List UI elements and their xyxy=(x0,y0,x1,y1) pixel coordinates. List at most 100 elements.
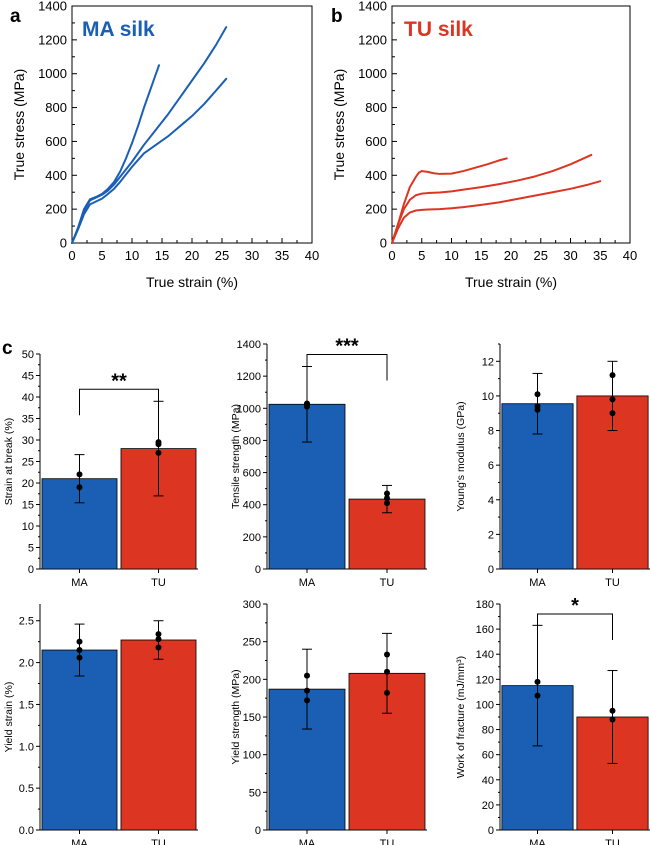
y-tick-label: 60 xyxy=(482,750,494,762)
y-tick-label: 2.0 xyxy=(19,658,34,670)
x-tick-label: TU xyxy=(605,838,620,845)
y-tick-label: 250 xyxy=(243,637,261,649)
y-tick-label: 150 xyxy=(243,712,261,724)
x-tick-label: 10 xyxy=(125,248,139,263)
data-point xyxy=(534,403,541,410)
y-tick-label: 200 xyxy=(243,532,261,544)
x-axis-label: True strain (%) xyxy=(146,274,238,290)
data-point xyxy=(76,654,83,661)
y-tick-label: 35 xyxy=(22,414,34,426)
y-tick-label: 1400 xyxy=(358,0,387,14)
data-point xyxy=(534,692,541,699)
y-tick-label: 40 xyxy=(22,392,34,404)
x-tick-label: 25 xyxy=(534,248,548,263)
x-tick-label: TU xyxy=(151,577,166,589)
x-tick-label: 10 xyxy=(444,248,458,263)
x-tick-label: 15 xyxy=(155,248,169,263)
y-tick-label: 200 xyxy=(243,674,261,686)
x-tick-label: MA xyxy=(299,577,316,589)
y-tick-label: 0 xyxy=(380,236,387,251)
y-axis-label: True stress (MPa) xyxy=(331,69,347,181)
y-tick-label: 600 xyxy=(45,134,67,149)
y-tick-label: 25 xyxy=(22,457,34,469)
data-point xyxy=(534,678,541,685)
y-tick-label: 50 xyxy=(249,787,261,799)
x-tick-label: 15 xyxy=(474,248,488,263)
y-tick-label: 6 xyxy=(488,460,494,472)
y-tick-label: 45 xyxy=(22,371,34,383)
x-tick-label: 20 xyxy=(185,248,199,263)
y-tick-label: 0 xyxy=(60,236,67,251)
y-tick-label: 0 xyxy=(255,564,261,576)
plot-frame xyxy=(391,5,631,244)
panel-title: MA silk xyxy=(82,18,155,41)
y-tick-label: 10 xyxy=(482,391,494,403)
data-point xyxy=(304,672,310,679)
bar-panel-1: 0 5 10 15 20 25 30 35 40 45 50 Strain at break (%) M… xyxy=(2,338,198,589)
x-tick-label: 40 xyxy=(305,248,319,263)
x-tick-label: 0 xyxy=(68,248,75,263)
y-tick-label: 800 xyxy=(45,100,67,115)
bar-TU xyxy=(120,639,197,831)
y-tick-label: 0 xyxy=(488,825,494,837)
data-point xyxy=(76,638,83,645)
y-tick-label: 40 xyxy=(482,775,494,787)
x-tick-label: 35 xyxy=(275,248,289,263)
y-tick-label: 1000 xyxy=(38,66,67,81)
y-tick-label: 20 xyxy=(22,478,34,490)
y-tick-label: 160 xyxy=(476,624,494,636)
bar-panel-5: 0 50 100 150 200 250 300 Yield strength (MPa) MA… xyxy=(230,599,427,845)
significance-stars: * xyxy=(571,595,579,617)
y-axis-label: True stress (MPa) xyxy=(11,69,27,181)
bar-panel-2: 0 200 400 600 800 1000 1200 1400 Tensile strengt… xyxy=(230,336,427,589)
curve-TU-1 xyxy=(391,157,508,244)
y-tick-label: 400 xyxy=(365,168,387,183)
y-tick-label: 50 xyxy=(22,349,34,361)
x-tick-label: 35 xyxy=(593,248,607,263)
y-axis-label: Tensile strength (MPa) xyxy=(230,404,242,509)
y-tick-label: 800 xyxy=(365,100,387,115)
bar-MA xyxy=(41,649,118,831)
y-axis-label: Strain at break (%) xyxy=(3,418,15,506)
significance-bracket xyxy=(79,388,159,416)
y-tick-label: 8 xyxy=(488,426,494,438)
y-tick-label: 800 xyxy=(243,435,261,447)
data-point xyxy=(384,689,390,696)
data-point xyxy=(609,396,616,403)
data-point xyxy=(304,697,310,704)
y-tick-label: 1.0 xyxy=(19,741,34,753)
y-tick-label: 1400 xyxy=(237,339,261,351)
y-tick-label: 1000 xyxy=(237,403,261,415)
x-tick-label: 5 xyxy=(418,248,425,263)
y-tick-label: 0 xyxy=(255,825,261,837)
plot-frame xyxy=(71,5,313,244)
y-tick-label: 1200 xyxy=(237,371,261,383)
y-axis-label: Work of fracture (mJ/mm³) xyxy=(455,656,467,778)
panel-title: TU silk xyxy=(404,18,473,41)
y-tick-label: 400 xyxy=(243,500,261,512)
y-tick-label: 1200 xyxy=(358,32,387,47)
data-point xyxy=(155,636,162,643)
panel-letter: a xyxy=(10,6,21,27)
x-tick-label: MA xyxy=(71,577,88,589)
y-axis-label: Young's modulus (GPa) xyxy=(455,401,467,511)
y-tick-label: 1000 xyxy=(358,66,387,81)
x-tick-label: MA xyxy=(529,577,546,589)
data-point xyxy=(384,490,390,497)
y-tick-label: 120 xyxy=(476,674,494,686)
x-tick-label: MA xyxy=(71,838,88,845)
panel-b: 0 5 10 15 20 25 30 35 40020040060080010001200140… xyxy=(331,0,637,290)
x-tick-label: 20 xyxy=(504,248,518,263)
significance-stars: *** xyxy=(335,336,359,358)
data-point xyxy=(155,439,162,446)
significance-bracket xyxy=(306,354,388,381)
y-tick-label: 100 xyxy=(476,699,494,711)
x-tick-label: 40 xyxy=(623,248,637,263)
data-point xyxy=(155,449,162,456)
y-tick-label: 1400 xyxy=(38,0,67,14)
curve-TU-3 xyxy=(391,180,602,244)
x-tick-label: TU xyxy=(380,838,395,845)
y-tick-label: 200 xyxy=(365,202,387,217)
data-point xyxy=(155,644,162,651)
